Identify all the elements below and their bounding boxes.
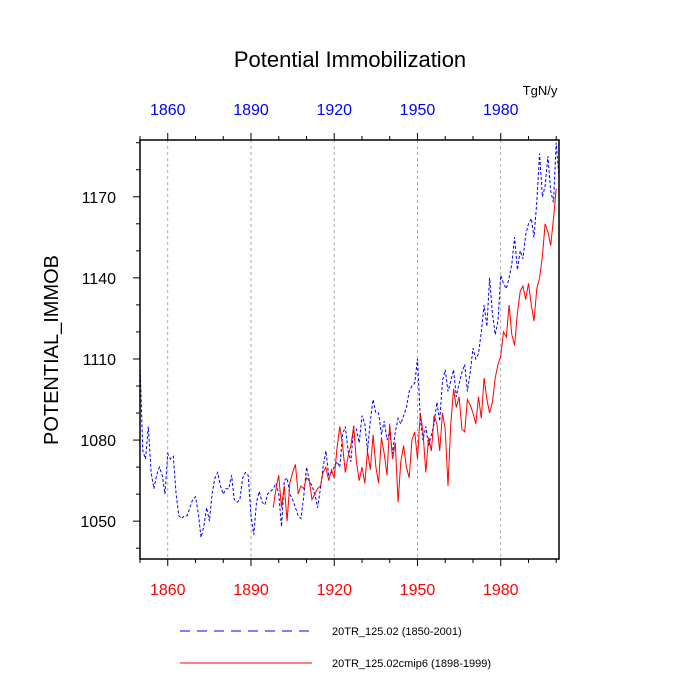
x-tick-label-bottom: 1980	[483, 582, 519, 599]
x-tick-label-top: 1980	[483, 102, 519, 119]
x-tick-label-top: 1860	[150, 102, 186, 119]
x-tick-label-bottom: 1890	[233, 582, 269, 599]
y-tick-label: 1140	[82, 271, 117, 288]
y-tick-label: 1170	[82, 190, 117, 207]
y-tick-label: 1110	[83, 352, 116, 369]
x-tick-label-bottom: 1950	[400, 582, 436, 599]
x-tick-label-top: 1920	[316, 102, 352, 119]
x-tick-label-top: 1950	[400, 102, 436, 119]
units-label: TgN/y	[523, 83, 558, 98]
legend-label-series-1: 20TR_125.02 (1850-2001)	[332, 626, 462, 638]
x-tick-label-bottom: 1920	[316, 582, 352, 599]
chart-title: Potential Immobilization	[234, 47, 466, 72]
grid-lines	[167, 140, 502, 559]
x-tick-label-top: 1890	[233, 102, 269, 119]
y-tick-label: 1050	[80, 514, 116, 531]
y-tick-label: 1080	[80, 433, 116, 450]
series-line-1	[139, 142, 560, 538]
legend-label-series-2: 20TR_125.02cmip6 (1898-1999)	[332, 658, 491, 670]
series-line-2	[272, 188, 557, 522]
legend: 20TR_125.02 (1850-2001) 20TR_125.02cmip6…	[180, 626, 491, 670]
tick-labels: 1860 1860 1890 1890 1920 1920 1950 1950 1980 1980…	[80, 102, 518, 599]
y-axis-label: POTENTIAL_IMMOB	[41, 255, 63, 445]
x-tick-label-bottom: 1860	[150, 582, 186, 599]
axis-ticks	[133, 133, 557, 566]
series-group	[139, 142, 560, 538]
plot-frame	[139, 139, 560, 560]
